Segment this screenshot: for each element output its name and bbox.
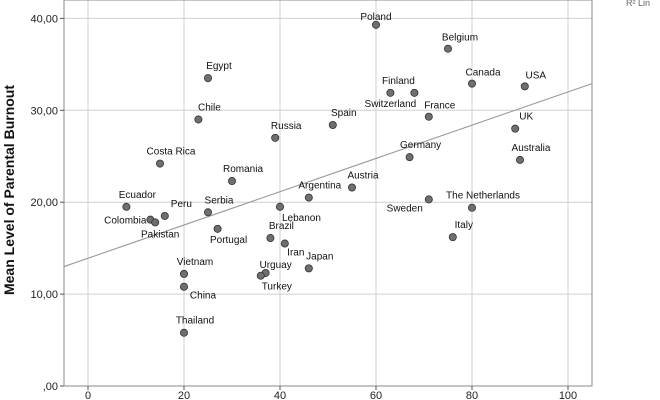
label-finland: Finland	[382, 76, 415, 87]
point-france	[424, 112, 433, 121]
label-sweden: Sweden	[387, 203, 423, 214]
point-argentina	[304, 193, 313, 202]
label-italy: Italy	[455, 220, 473, 231]
point-italy	[448, 233, 457, 242]
fit-line-group	[63, 83, 593, 268]
point-costa-rica	[155, 159, 164, 168]
fit-line	[63, 83, 593, 268]
y-axis-title: Mean Level of Parental Burnout	[1, 85, 17, 295]
label-romania: Romania	[223, 164, 263, 175]
point-egypt	[203, 74, 212, 83]
y-tick-label: 10,00	[30, 289, 58, 301]
label-colombia: Colombia	[104, 216, 147, 227]
label-france: France	[424, 101, 456, 112]
point-russia	[271, 133, 280, 142]
point-turkey	[256, 271, 265, 280]
label-australia: Australia	[512, 143, 551, 154]
label-lebanon: Lebanon	[282, 213, 321, 224]
label-vietnam: Vietnam	[177, 257, 214, 268]
point-finland	[410, 88, 419, 97]
point-brazil	[266, 234, 275, 243]
point-belgium	[443, 44, 452, 53]
point-iran	[280, 239, 289, 248]
point-uk	[511, 124, 520, 133]
point-ecuador	[122, 202, 131, 211]
data-points	[122, 20, 529, 337]
label-belgium: Belgium	[442, 33, 478, 44]
point-austria	[347, 183, 356, 192]
point-labels: Poland Belgium Egypt USA Canada Finland Switze…	[104, 12, 551, 327]
label-ecuador: Ecuador	[119, 190, 157, 201]
point-pakistan	[151, 218, 160, 227]
label-peru: Peru	[171, 199, 192, 210]
point-vietnam	[179, 269, 188, 278]
point-usa	[520, 82, 529, 91]
x-tick-label: 80	[466, 390, 478, 400]
label-poland: Poland	[360, 12, 391, 23]
label-canada: Canada	[465, 68, 500, 79]
label-china: China	[190, 291, 217, 302]
label-chile: Chile	[198, 102, 221, 113]
point-sweden	[424, 195, 433, 204]
label-japan: Japan	[306, 251, 333, 262]
x-tick-label: 40	[274, 390, 286, 400]
point-chile	[194, 115, 203, 124]
point-lebanon	[275, 202, 284, 211]
label-switzerland: Switzerland	[365, 99, 417, 110]
point-switzerland	[386, 88, 395, 97]
label-urguay: Urguay	[259, 260, 291, 271]
label-pakistan: Pakistan	[141, 229, 179, 240]
x-tick-label: 100	[559, 390, 577, 400]
x-tick-label: 0	[85, 390, 91, 400]
grid-lines	[64, 0, 592, 387]
x-tick-label: 20	[178, 390, 190, 400]
x-tick-label: 60	[370, 390, 382, 400]
label-germany: Germany	[400, 140, 441, 151]
label-turkey: Turkey	[262, 282, 292, 293]
y-tick-label: 30,00	[30, 105, 58, 117]
point-germany	[405, 153, 414, 162]
corner-legend-text: R² Lin	[626, 0, 650, 8]
point-serbia	[203, 208, 212, 217]
point-spain	[328, 120, 337, 129]
point-china	[179, 282, 188, 291]
point-peru	[160, 211, 169, 220]
label-egypt: Egypt	[206, 61, 232, 72]
point-thailand	[179, 328, 188, 337]
label-spain: Spain	[331, 108, 357, 119]
y-tick-label: ,00	[43, 381, 58, 393]
label-thailand: Thailand	[176, 316, 214, 327]
axes: ,00 10,00 20,00 30,00 40,00 0 20 40 60 80 100	[30, 0, 593, 400]
point-japan	[304, 264, 313, 273]
point-romania	[227, 177, 236, 186]
plot-frame	[63, 0, 593, 387]
point-canada	[467, 79, 476, 88]
y-tick-label: 20,00	[30, 197, 58, 209]
label-argentina: Argentina	[298, 181, 341, 192]
label-the-netherlands: The Netherlands	[446, 191, 520, 202]
y-tick-label: 40,00	[30, 13, 58, 25]
point-portugal	[213, 224, 222, 233]
label-russia: Russia	[271, 121, 302, 132]
label-brazil: Brazil	[269, 221, 294, 232]
label-usa: USA	[526, 70, 547, 81]
point-poland	[371, 20, 380, 29]
label-iran: Iran	[287, 248, 304, 259]
label-austria: Austria	[347, 170, 379, 181]
label-serbia: Serbia	[205, 195, 234, 206]
label-uk: UK	[519, 112, 533, 123]
point-australia	[516, 155, 525, 164]
label-portugal: Portugal	[210, 235, 247, 246]
point-the-netherlands	[467, 203, 476, 212]
label-costa-rica: Costa Rica	[147, 147, 196, 158]
